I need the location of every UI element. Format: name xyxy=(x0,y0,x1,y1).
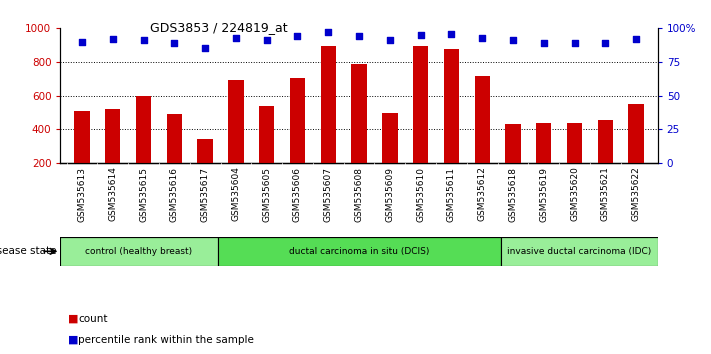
Text: GSM535613: GSM535613 xyxy=(77,166,87,222)
Point xyxy=(323,29,334,35)
Point xyxy=(415,32,427,38)
Point xyxy=(599,40,611,46)
Point xyxy=(507,38,518,43)
Bar xyxy=(198,139,213,163)
Text: GSM535604: GSM535604 xyxy=(231,166,240,222)
Text: ■: ■ xyxy=(68,314,78,324)
Bar xyxy=(506,124,520,163)
Bar xyxy=(501,237,658,266)
Bar xyxy=(74,111,90,163)
Text: GSM535621: GSM535621 xyxy=(601,166,610,222)
Point xyxy=(476,35,488,41)
Point xyxy=(76,39,87,45)
Text: ■: ■ xyxy=(68,335,78,345)
Text: GSM535616: GSM535616 xyxy=(170,166,179,222)
Text: ductal carcinoma in situ (DCIS): ductal carcinoma in situ (DCIS) xyxy=(289,247,429,256)
Bar xyxy=(444,49,459,163)
Text: GSM535608: GSM535608 xyxy=(355,166,363,222)
Bar xyxy=(136,96,151,163)
Text: GSM535606: GSM535606 xyxy=(293,166,302,222)
Point xyxy=(384,38,395,43)
Text: GDS3853 / 224819_at: GDS3853 / 224819_at xyxy=(150,21,288,34)
Point xyxy=(261,38,272,43)
Point xyxy=(138,38,149,43)
Bar xyxy=(321,46,336,163)
Bar xyxy=(166,114,182,163)
Bar xyxy=(290,78,305,163)
Bar xyxy=(382,113,397,163)
Text: control (healthy breast): control (healthy breast) xyxy=(85,247,193,256)
Text: GSM535607: GSM535607 xyxy=(324,166,333,222)
Text: GSM535618: GSM535618 xyxy=(508,166,518,222)
Bar xyxy=(474,76,490,163)
Bar xyxy=(536,123,552,163)
Point xyxy=(107,36,119,42)
Bar xyxy=(567,123,582,163)
Text: percentile rank within the sample: percentile rank within the sample xyxy=(78,335,254,345)
Text: GSM535622: GSM535622 xyxy=(631,166,641,221)
Point xyxy=(230,35,242,41)
Point xyxy=(200,46,211,51)
Point xyxy=(446,31,457,36)
Text: GSM535609: GSM535609 xyxy=(385,166,395,222)
Text: GSM535605: GSM535605 xyxy=(262,166,271,222)
Text: invasive ductal carcinoma (IDC): invasive ductal carcinoma (IDC) xyxy=(507,247,651,256)
Point xyxy=(631,36,642,42)
Point xyxy=(169,40,180,46)
Bar xyxy=(351,64,367,163)
Bar xyxy=(259,105,274,163)
Bar xyxy=(629,104,644,163)
Point xyxy=(538,40,550,46)
Text: count: count xyxy=(78,314,107,324)
Text: GSM535611: GSM535611 xyxy=(447,166,456,222)
Text: GSM535614: GSM535614 xyxy=(108,166,117,222)
Point xyxy=(292,34,303,39)
Bar xyxy=(105,109,120,163)
Point xyxy=(353,34,365,39)
Bar xyxy=(598,120,613,163)
Text: GSM535617: GSM535617 xyxy=(201,166,210,222)
Text: GSM535610: GSM535610 xyxy=(416,166,425,222)
Text: GSM535619: GSM535619 xyxy=(539,166,548,222)
Bar xyxy=(60,237,218,266)
Text: disease state: disease state xyxy=(0,246,57,256)
Text: GSM535612: GSM535612 xyxy=(478,166,487,222)
Bar xyxy=(413,46,428,163)
Bar xyxy=(218,237,501,266)
Text: GSM535615: GSM535615 xyxy=(139,166,148,222)
Bar xyxy=(228,80,244,163)
Point xyxy=(569,40,580,46)
Text: GSM535620: GSM535620 xyxy=(570,166,579,222)
